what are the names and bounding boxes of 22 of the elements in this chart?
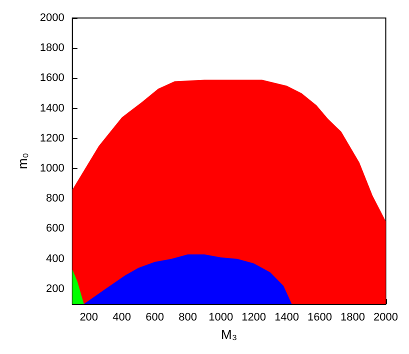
y-tick-label: 200 — [46, 282, 64, 295]
y-axis-title: m₀ — [15, 152, 30, 170]
x-tick-label: 1000 — [208, 312, 234, 324]
y-tick-label: 1400 — [40, 102, 64, 114]
x-tick-label: 200 — [80, 312, 98, 324]
x-tick-label: 2000 — [374, 312, 398, 324]
y-tick-label: 600 — [46, 222, 64, 235]
y-tick-label: 1000 — [40, 162, 64, 175]
x-tick-label: 600 — [146, 312, 164, 324]
x-axis-title: M₃ — [221, 326, 238, 342]
x-tick-label: 1200 — [242, 312, 266, 324]
x-tick-label: 400 — [112, 312, 132, 324]
y-tick-label: 1600 — [40, 72, 64, 84]
y-tick-label: 800 — [46, 192, 64, 205]
x-tick-label: 1800 — [340, 312, 366, 324]
x-tick-label: 1600 — [308, 312, 332, 324]
y-tick-label: 2000 — [40, 12, 64, 24]
y-tick-label: 1800 — [40, 42, 64, 54]
x-tick-label: 800 — [178, 312, 198, 324]
x-tick-label: 1400 — [274, 312, 300, 324]
y-tick-label: 400 — [46, 252, 64, 265]
y-tick-label: 1200 — [40, 132, 64, 144]
